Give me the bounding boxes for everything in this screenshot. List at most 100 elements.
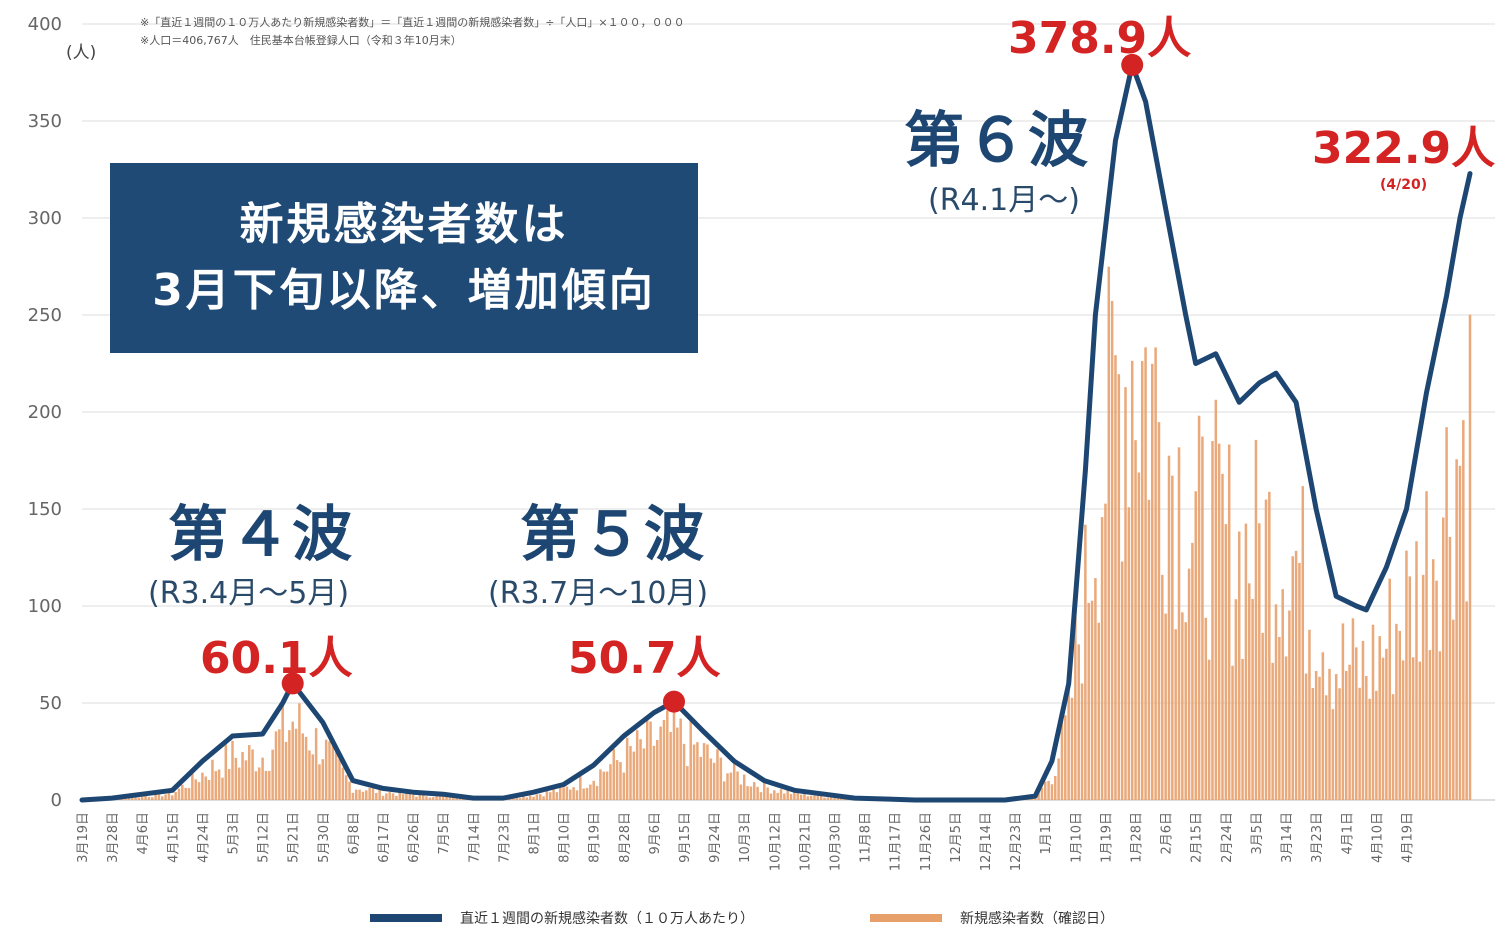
y-tick-label: 100 <box>28 596 62 617</box>
daily-bar <box>331 742 335 800</box>
daily-bar <box>157 792 161 800</box>
daily-bar <box>358 789 361 800</box>
x-tick-label: 8月10日 <box>558 812 573 863</box>
daily-bar <box>1355 647 1358 800</box>
daily-bar <box>371 788 375 800</box>
daily-bar <box>1254 439 1258 800</box>
daily-bar <box>1107 266 1111 800</box>
daily-bar <box>1338 688 1341 800</box>
daily-bar <box>268 770 271 800</box>
daily-bar <box>1161 574 1164 800</box>
wave-6-period: (R4.1月～) <box>928 183 1080 218</box>
y-tick-label: 50 <box>39 693 62 714</box>
x-tick-label: 8月19日 <box>588 812 603 863</box>
daily-bar <box>211 759 214 800</box>
daily-bar <box>401 794 405 800</box>
daily-bar <box>579 775 582 800</box>
peak-marker <box>1121 53 1144 76</box>
daily-bar <box>385 793 388 800</box>
daily-bar <box>1465 601 1468 800</box>
formula-note: ※「直近１週間の１０万人あたり新規感染者数」＝「直近１週間の新規感染者数」÷「人… <box>140 16 685 29</box>
daily-bar <box>174 791 177 800</box>
daily-bar <box>629 746 632 800</box>
daily-bar <box>328 741 331 800</box>
daily-bar <box>207 780 211 800</box>
daily-bar <box>381 795 385 800</box>
daily-bar <box>438 795 442 800</box>
daily-bar <box>1408 576 1412 800</box>
daily-bar <box>298 703 301 800</box>
daily-bar <box>214 771 218 800</box>
daily-bar <box>284 741 288 800</box>
banner-line-1: 新規感染者数は <box>239 199 569 250</box>
daily-bar <box>635 730 639 800</box>
daily-bar <box>161 796 164 800</box>
daily-bar <box>542 796 545 800</box>
x-tick-label: 6月17日 <box>377 812 392 863</box>
daily-bar <box>806 796 810 800</box>
daily-bar <box>1057 758 1060 800</box>
daily-bar <box>1104 503 1107 800</box>
daily-bar <box>171 795 174 800</box>
daily-bar <box>288 730 291 800</box>
daily-bar <box>575 790 579 800</box>
x-tick-label: 7月5日 <box>437 812 452 855</box>
daily-bar <box>796 793 799 800</box>
x-tick-label: 1月10日 <box>1069 812 1084 863</box>
daily-bar <box>1318 676 1321 800</box>
daily-bar <box>642 748 646 800</box>
daily-bar <box>1191 542 1194 800</box>
daily-bar <box>365 790 368 800</box>
peak-marker <box>281 672 304 695</box>
daily-bar <box>351 792 355 800</box>
daily-bar <box>1087 602 1090 800</box>
daily-bar <box>639 739 642 800</box>
daily-bar <box>706 744 709 800</box>
daily-bar <box>833 797 836 800</box>
x-tick-label: 4月15日 <box>166 812 181 863</box>
daily-bar <box>237 767 241 800</box>
x-tick-label: 11月8日 <box>859 812 874 863</box>
daily-bar <box>559 786 562 800</box>
x-tick-label: 8月1日 <box>528 812 543 855</box>
daily-bar <box>1278 636 1281 800</box>
daily-bar <box>1321 652 1325 800</box>
daily-bar <box>231 740 234 800</box>
daily-bar <box>1398 630 1402 800</box>
daily-bar <box>1314 670 1318 800</box>
daily-bar <box>398 790 401 800</box>
latest-value-date: (4/20) <box>1380 177 1428 193</box>
wave-4-period: (R3.4月～5月) <box>148 576 350 611</box>
daily-bar <box>1234 599 1238 800</box>
daily-bar <box>140 795 144 800</box>
daily-bar <box>823 797 826 800</box>
daily-bar <box>1268 491 1271 800</box>
daily-bar <box>278 729 281 800</box>
daily-bar <box>525 797 529 800</box>
daily-bar <box>1181 612 1184 800</box>
daily-bar <box>217 769 221 800</box>
daily-bar <box>204 776 208 800</box>
daily-bar <box>528 795 532 800</box>
daily-bar <box>181 784 184 800</box>
daily-bar <box>1468 314 1472 800</box>
daily-bar <box>388 792 391 800</box>
daily-bar <box>341 767 345 800</box>
daily-bar <box>1308 629 1311 800</box>
daily-bar <box>134 796 137 800</box>
wave-5-peak-label: 50.7人 <box>568 633 721 684</box>
daily-bar <box>411 794 415 800</box>
wave-5-title: 第５波 <box>520 500 706 570</box>
daily-bar <box>1241 658 1244 800</box>
y-tick-label: 150 <box>28 499 62 520</box>
y-tick-label: 400 <box>28 14 62 35</box>
daily-bar <box>1080 683 1084 800</box>
daily-bar <box>1381 657 1385 800</box>
daily-bar <box>645 719 649 800</box>
daily-bar <box>137 797 141 800</box>
daily-bar <box>462 798 465 800</box>
daily-bar <box>1217 443 1221 800</box>
daily-bar <box>124 798 127 800</box>
daily-bar <box>716 749 719 800</box>
daily-bar <box>227 769 231 800</box>
